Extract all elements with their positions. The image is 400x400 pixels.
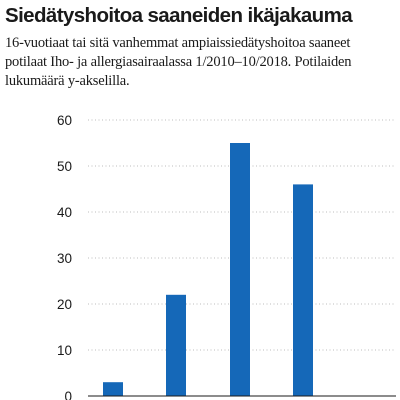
y-tick-label: 60 (57, 113, 72, 128)
y-tick-label: 10 (57, 343, 72, 358)
y-tick-label: 30 (57, 251, 72, 266)
chart-title: Siedätyshoitoa saaneiden ikäjakauma (5, 4, 353, 27)
bars (103, 143, 313, 396)
y-tick-label: 20 (57, 297, 72, 312)
bar (293, 184, 313, 396)
bar (103, 382, 123, 396)
bar (166, 294, 186, 396)
bar (230, 143, 250, 396)
y-tick-label: 50 (57, 159, 72, 174)
chart-subtitle: 16-vuotiaat tai sitä vanhemmat ampiaissi… (5, 35, 352, 89)
y-axis-tick-labels: 0 10 20 30 40 50 60 (57, 113, 72, 400)
y-tick-label: 40 (57, 205, 72, 220)
y-tick-label: 0 (64, 389, 72, 400)
